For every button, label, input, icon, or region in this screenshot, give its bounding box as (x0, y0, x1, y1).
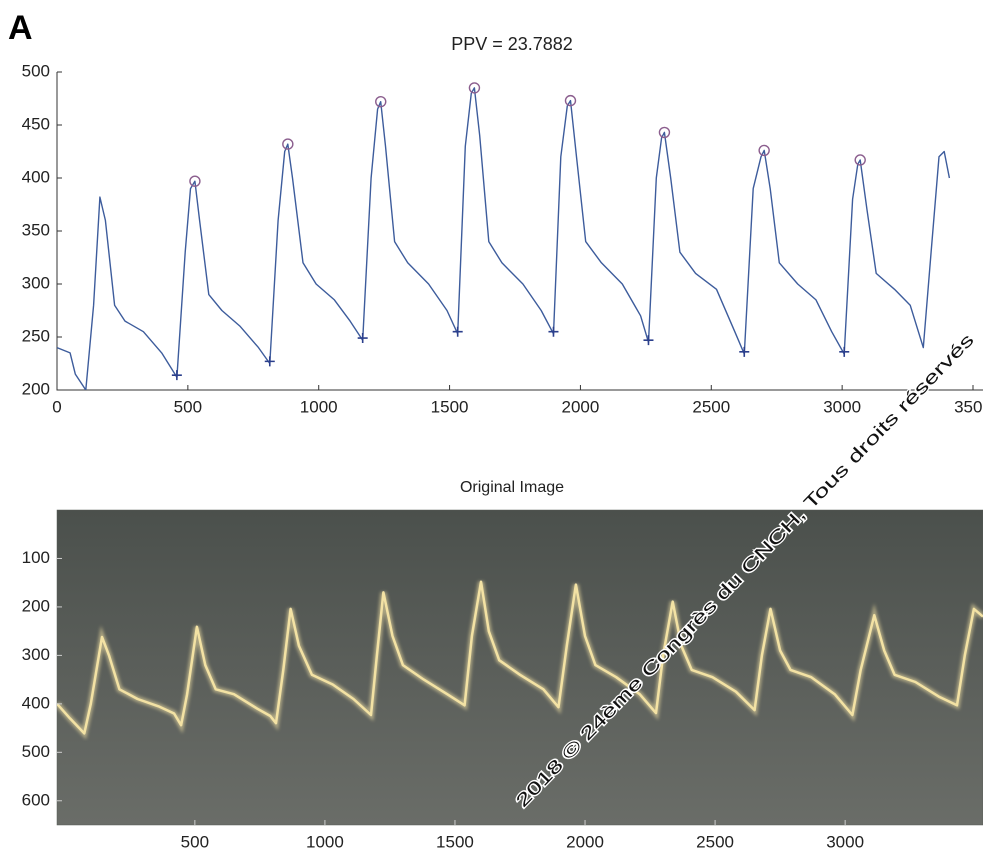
x-tick-label: 1500 (436, 832, 474, 851)
x-tick-label: 1500 (431, 397, 469, 416)
x-tick-label: 1000 (300, 397, 338, 416)
y-tick-label: 600 (22, 790, 50, 809)
peak-marker (854, 154, 866, 166)
y-tick-label: 200 (22, 379, 50, 398)
y-tick-label: 100 (22, 548, 50, 567)
y-tick-label: 500 (22, 742, 50, 761)
x-tick-label: 500 (174, 397, 202, 416)
y-tick-label: 400 (22, 167, 50, 186)
y-tick-label: 400 (22, 693, 50, 712)
trough-marker (643, 335, 654, 346)
x-tick-label: 2500 (692, 397, 730, 416)
trough-marker (357, 333, 368, 344)
x-tick-label: 3000 (823, 397, 861, 416)
image-background (56, 509, 983, 826)
trough-marker (452, 326, 463, 337)
panel-label: A (8, 9, 33, 47)
plot-area (57, 580, 983, 740)
x-tick-label: 0 (52, 397, 61, 416)
peak-marker (468, 82, 481, 94)
trace-line (57, 580, 983, 735)
peak-marker (375, 95, 387, 108)
y-tick-label: 200 (22, 596, 50, 615)
trough-marker (171, 370, 182, 381)
x-tick-label: 2000 (566, 832, 604, 851)
trough-marker (839, 346, 850, 357)
chart-title: Original Image (460, 479, 564, 496)
x-tick-label: 1000 (306, 832, 344, 851)
peak-marker (189, 175, 201, 187)
x-tick-label: 500 (181, 832, 209, 851)
trough-marker (548, 326, 559, 337)
x-tick-label: 3000 (826, 832, 864, 851)
y-tick-label: 250 (22, 326, 50, 345)
y-tick-label: 300 (22, 645, 50, 664)
peak-marker (658, 126, 671, 139)
trough-marker (739, 346, 750, 357)
peak-marker (282, 138, 294, 150)
x-tick-label: 2000 (562, 397, 600, 416)
x-tick-label: 3500 (954, 397, 983, 416)
chart-title: PPV = 23.7882 (451, 34, 573, 54)
y-tick-label: 350 (22, 220, 50, 239)
y-tick-label: 300 (22, 273, 50, 292)
peak-marker (564, 94, 577, 107)
trace-line (57, 87, 951, 390)
plot-area (57, 82, 951, 390)
peak-marker (758, 144, 770, 157)
y-tick-label: 500 (22, 61, 50, 80)
axis-line (56, 72, 983, 391)
x-tick-label: 2500 (696, 832, 734, 851)
trough-marker (264, 356, 275, 367)
y-tick-label: 450 (22, 114, 50, 133)
